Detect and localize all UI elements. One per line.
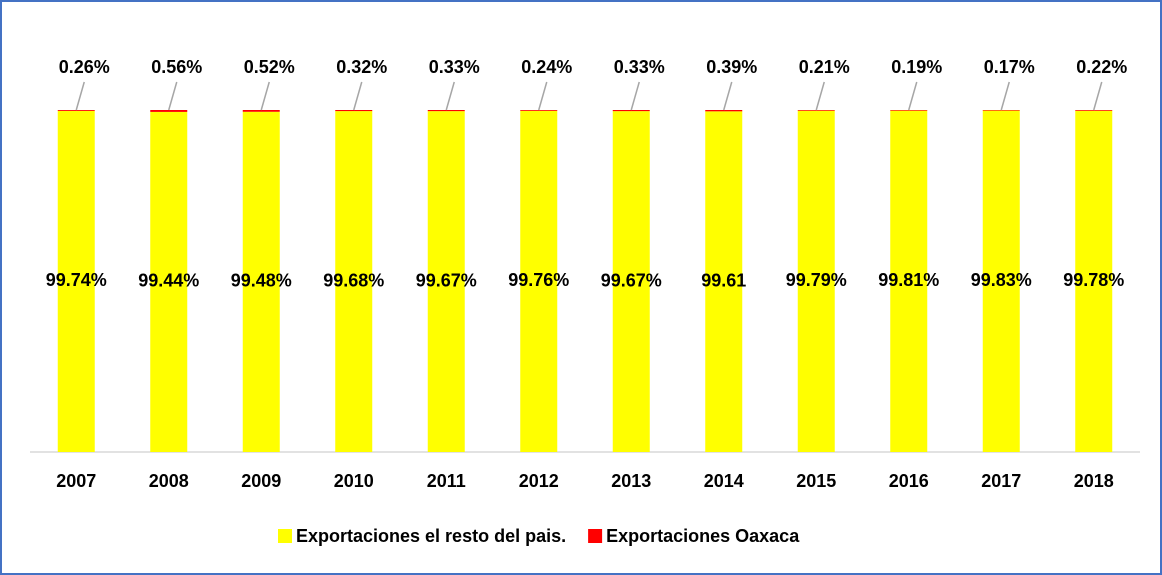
bar-segment bbox=[150, 111, 188, 453]
data-label: 0.33% bbox=[429, 57, 480, 77]
bar-segment bbox=[612, 110, 650, 112]
bar-segment bbox=[57, 110, 95, 453]
data-label: 99.83% bbox=[971, 270, 1032, 290]
data-label: 99.61 bbox=[701, 270, 746, 290]
data-label: 99.67% bbox=[601, 270, 662, 290]
bar-segment bbox=[520, 110, 558, 452]
leader-line bbox=[908, 81, 918, 111]
bar-segment bbox=[612, 111, 650, 452]
legend-label: Exportaciones Oaxaca bbox=[606, 526, 800, 546]
data-label: 0.52% bbox=[244, 57, 295, 77]
data-label: 99.67% bbox=[416, 270, 477, 290]
bar-segment bbox=[705, 110, 743, 112]
bar-segment bbox=[890, 110, 928, 452]
data-label: 99.44% bbox=[138, 271, 199, 291]
x-tick-label: 2013 bbox=[611, 471, 651, 491]
leader-line bbox=[168, 81, 178, 111]
legend-swatch bbox=[278, 529, 292, 543]
data-label: 99.79% bbox=[786, 270, 847, 290]
bar-segment bbox=[335, 110, 373, 112]
bar-segment bbox=[1075, 110, 1113, 452]
bar-segment bbox=[242, 110, 280, 112]
leader-line bbox=[630, 81, 640, 111]
data-label: 0.26% bbox=[59, 57, 110, 77]
data-label: 0.39% bbox=[706, 57, 757, 77]
data-label: 0.19% bbox=[891, 57, 942, 77]
leader-line bbox=[445, 81, 455, 111]
bar-segment bbox=[797, 110, 835, 111]
x-tick-label: 2008 bbox=[149, 471, 189, 491]
bar-segment bbox=[57, 110, 95, 111]
data-label: 0.33% bbox=[614, 57, 665, 77]
bar-segment bbox=[335, 111, 373, 453]
data-label: 99.68% bbox=[323, 270, 384, 290]
data-label: 0.17% bbox=[984, 57, 1035, 77]
x-tick-label: 2012 bbox=[519, 471, 559, 491]
bar-segment bbox=[797, 110, 835, 452]
bar-segment bbox=[705, 111, 743, 452]
x-tick-label: 2009 bbox=[241, 471, 281, 491]
x-tick-label: 2017 bbox=[981, 471, 1021, 491]
bar-segment bbox=[982, 110, 1020, 453]
x-tick-label: 2014 bbox=[704, 471, 744, 491]
leader-line bbox=[538, 81, 548, 111]
bar-segment bbox=[427, 111, 465, 452]
x-tick-label: 2018 bbox=[1074, 471, 1114, 491]
data-label: 0.24% bbox=[521, 57, 572, 77]
leader-line bbox=[723, 81, 733, 111]
bar-segment bbox=[520, 110, 558, 111]
bar-segment bbox=[890, 110, 928, 111]
data-label: 99.76% bbox=[508, 270, 569, 290]
x-tick-label: 2010 bbox=[334, 471, 374, 491]
leader-line bbox=[260, 81, 270, 111]
leader-line bbox=[353, 81, 363, 111]
x-tick-label: 2007 bbox=[56, 471, 96, 491]
bar-segment bbox=[1075, 110, 1113, 111]
x-tick-label: 2016 bbox=[889, 471, 929, 491]
data-label: 0.22% bbox=[1076, 57, 1127, 77]
legend-label: Exportaciones el resto del pais. bbox=[296, 526, 566, 546]
bar-segment bbox=[242, 111, 280, 453]
leader-line bbox=[1093, 81, 1103, 111]
data-label: 99.74% bbox=[46, 270, 107, 290]
data-label: 0.21% bbox=[799, 57, 850, 77]
bar-segment bbox=[150, 110, 188, 112]
data-label: 99.48% bbox=[231, 271, 292, 291]
leader-line bbox=[815, 81, 825, 111]
bar-segment bbox=[982, 110, 1020, 111]
data-label: 0.32% bbox=[336, 57, 387, 77]
bar-segment bbox=[427, 110, 465, 112]
x-tick-label: 2011 bbox=[427, 471, 466, 491]
data-label: 99.78% bbox=[1063, 270, 1124, 290]
x-tick-label: 2015 bbox=[796, 471, 836, 491]
leader-line bbox=[75, 81, 85, 111]
data-label: 99.81% bbox=[878, 270, 939, 290]
data-label: 0.56% bbox=[151, 57, 202, 77]
legend-swatch bbox=[588, 529, 603, 543]
leader-line bbox=[1000, 81, 1010, 111]
